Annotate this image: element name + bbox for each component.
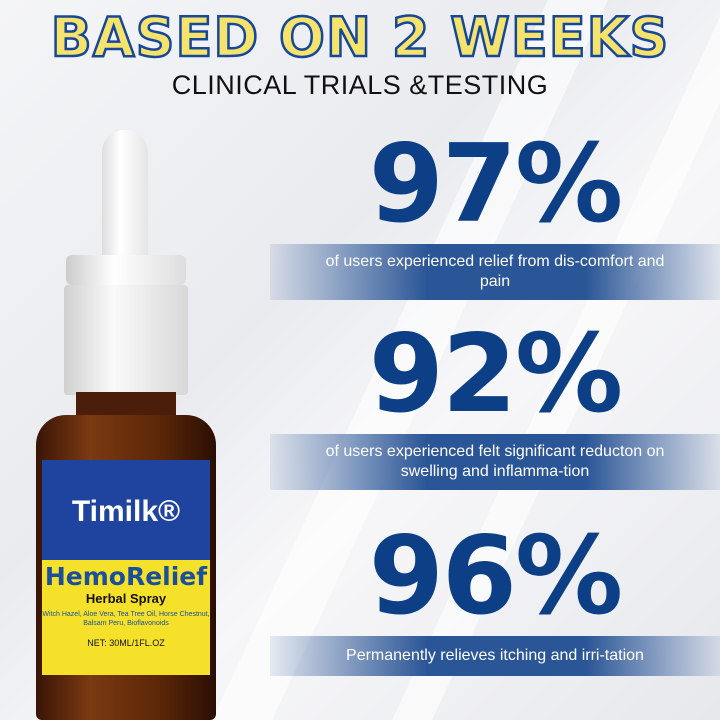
- stat-value: 96%: [368, 514, 624, 639]
- stat-description: of users experienced relief from dis-com…: [270, 244, 720, 300]
- product-name: HemoRelief: [44, 562, 208, 591]
- stat-description: of users experienced felt significant re…: [270, 434, 720, 490]
- subheadline: CLINICAL TRIALS &TESTING: [171, 70, 549, 100]
- spray-tip: [102, 130, 148, 260]
- spray-collar: [66, 255, 186, 285]
- spray-cap: [64, 285, 188, 395]
- product-type: Herbal Spray: [85, 591, 167, 606]
- brand-label: Timilk®: [42, 460, 210, 560]
- headline: BASED ON 2 WEEKS: [49, 5, 670, 71]
- stat-description: Permanently relieves itching and irri-ta…: [270, 636, 720, 676]
- product-bottle-image: Timilk® HemoRelief Herbal Spray Witch Ha…: [36, 130, 216, 720]
- ingredients: Witch Hazel, Aloe Vera, Tea Tree Oil, Ho…: [42, 611, 210, 627]
- product-label: HemoRelief Herbal Spray Witch Hazel, Alo…: [42, 560, 210, 675]
- net-volume: NET: 30ML/1FL.OZ: [87, 638, 165, 648]
- stat-block: 92% of users experienced felt significan…: [270, 320, 720, 490]
- stat-block: 97% of users experienced relief from dis…: [270, 130, 720, 300]
- stat-value: 97%: [368, 122, 624, 247]
- stat-block: 96% Permanently relieves itching and irr…: [270, 522, 720, 676]
- stat-value: 92%: [368, 312, 624, 437]
